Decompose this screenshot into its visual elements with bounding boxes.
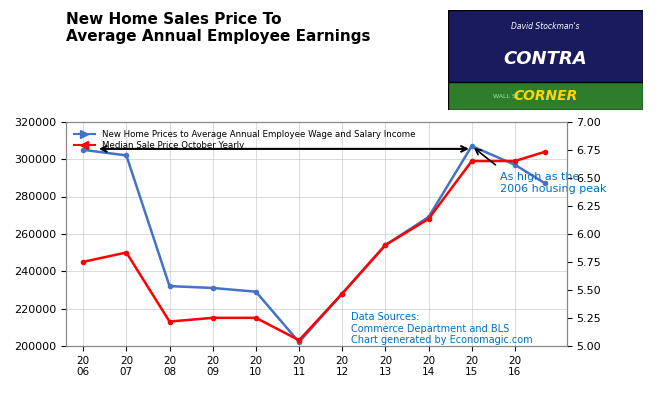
Text: As high as the
2006 housing peak: As high as the 2006 housing peak bbox=[500, 172, 606, 194]
Legend: New Home Prices to Average Annual Employee Wage and Salary Income, Median Sale P: New Home Prices to Average Annual Employ… bbox=[71, 126, 419, 154]
Text: Data Sources:
Commerce Department and BLS
Chart generated by Economagic.com: Data Sources: Commerce Department and BL… bbox=[351, 312, 532, 345]
Text: David Stockman's: David Stockman's bbox=[511, 22, 579, 31]
FancyBboxPatch shape bbox=[448, 82, 643, 110]
FancyBboxPatch shape bbox=[448, 10, 643, 110]
Text: WALL ST: WALL ST bbox=[493, 94, 520, 99]
Text: New Home Sales Price To
Average Annual Employee Earnings: New Home Sales Price To Average Annual E… bbox=[66, 12, 370, 44]
Text: CONTRA: CONTRA bbox=[503, 50, 587, 68]
Text: CORNER: CORNER bbox=[513, 89, 577, 103]
